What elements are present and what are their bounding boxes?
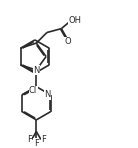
Text: F: F — [41, 135, 46, 144]
Text: F: F — [27, 135, 32, 144]
Text: N: N — [33, 66, 39, 74]
Text: O: O — [65, 37, 71, 46]
Text: OH: OH — [68, 16, 81, 25]
Text: N: N — [45, 90, 51, 99]
Text: Cl: Cl — [29, 86, 37, 95]
Text: F: F — [34, 139, 39, 148]
